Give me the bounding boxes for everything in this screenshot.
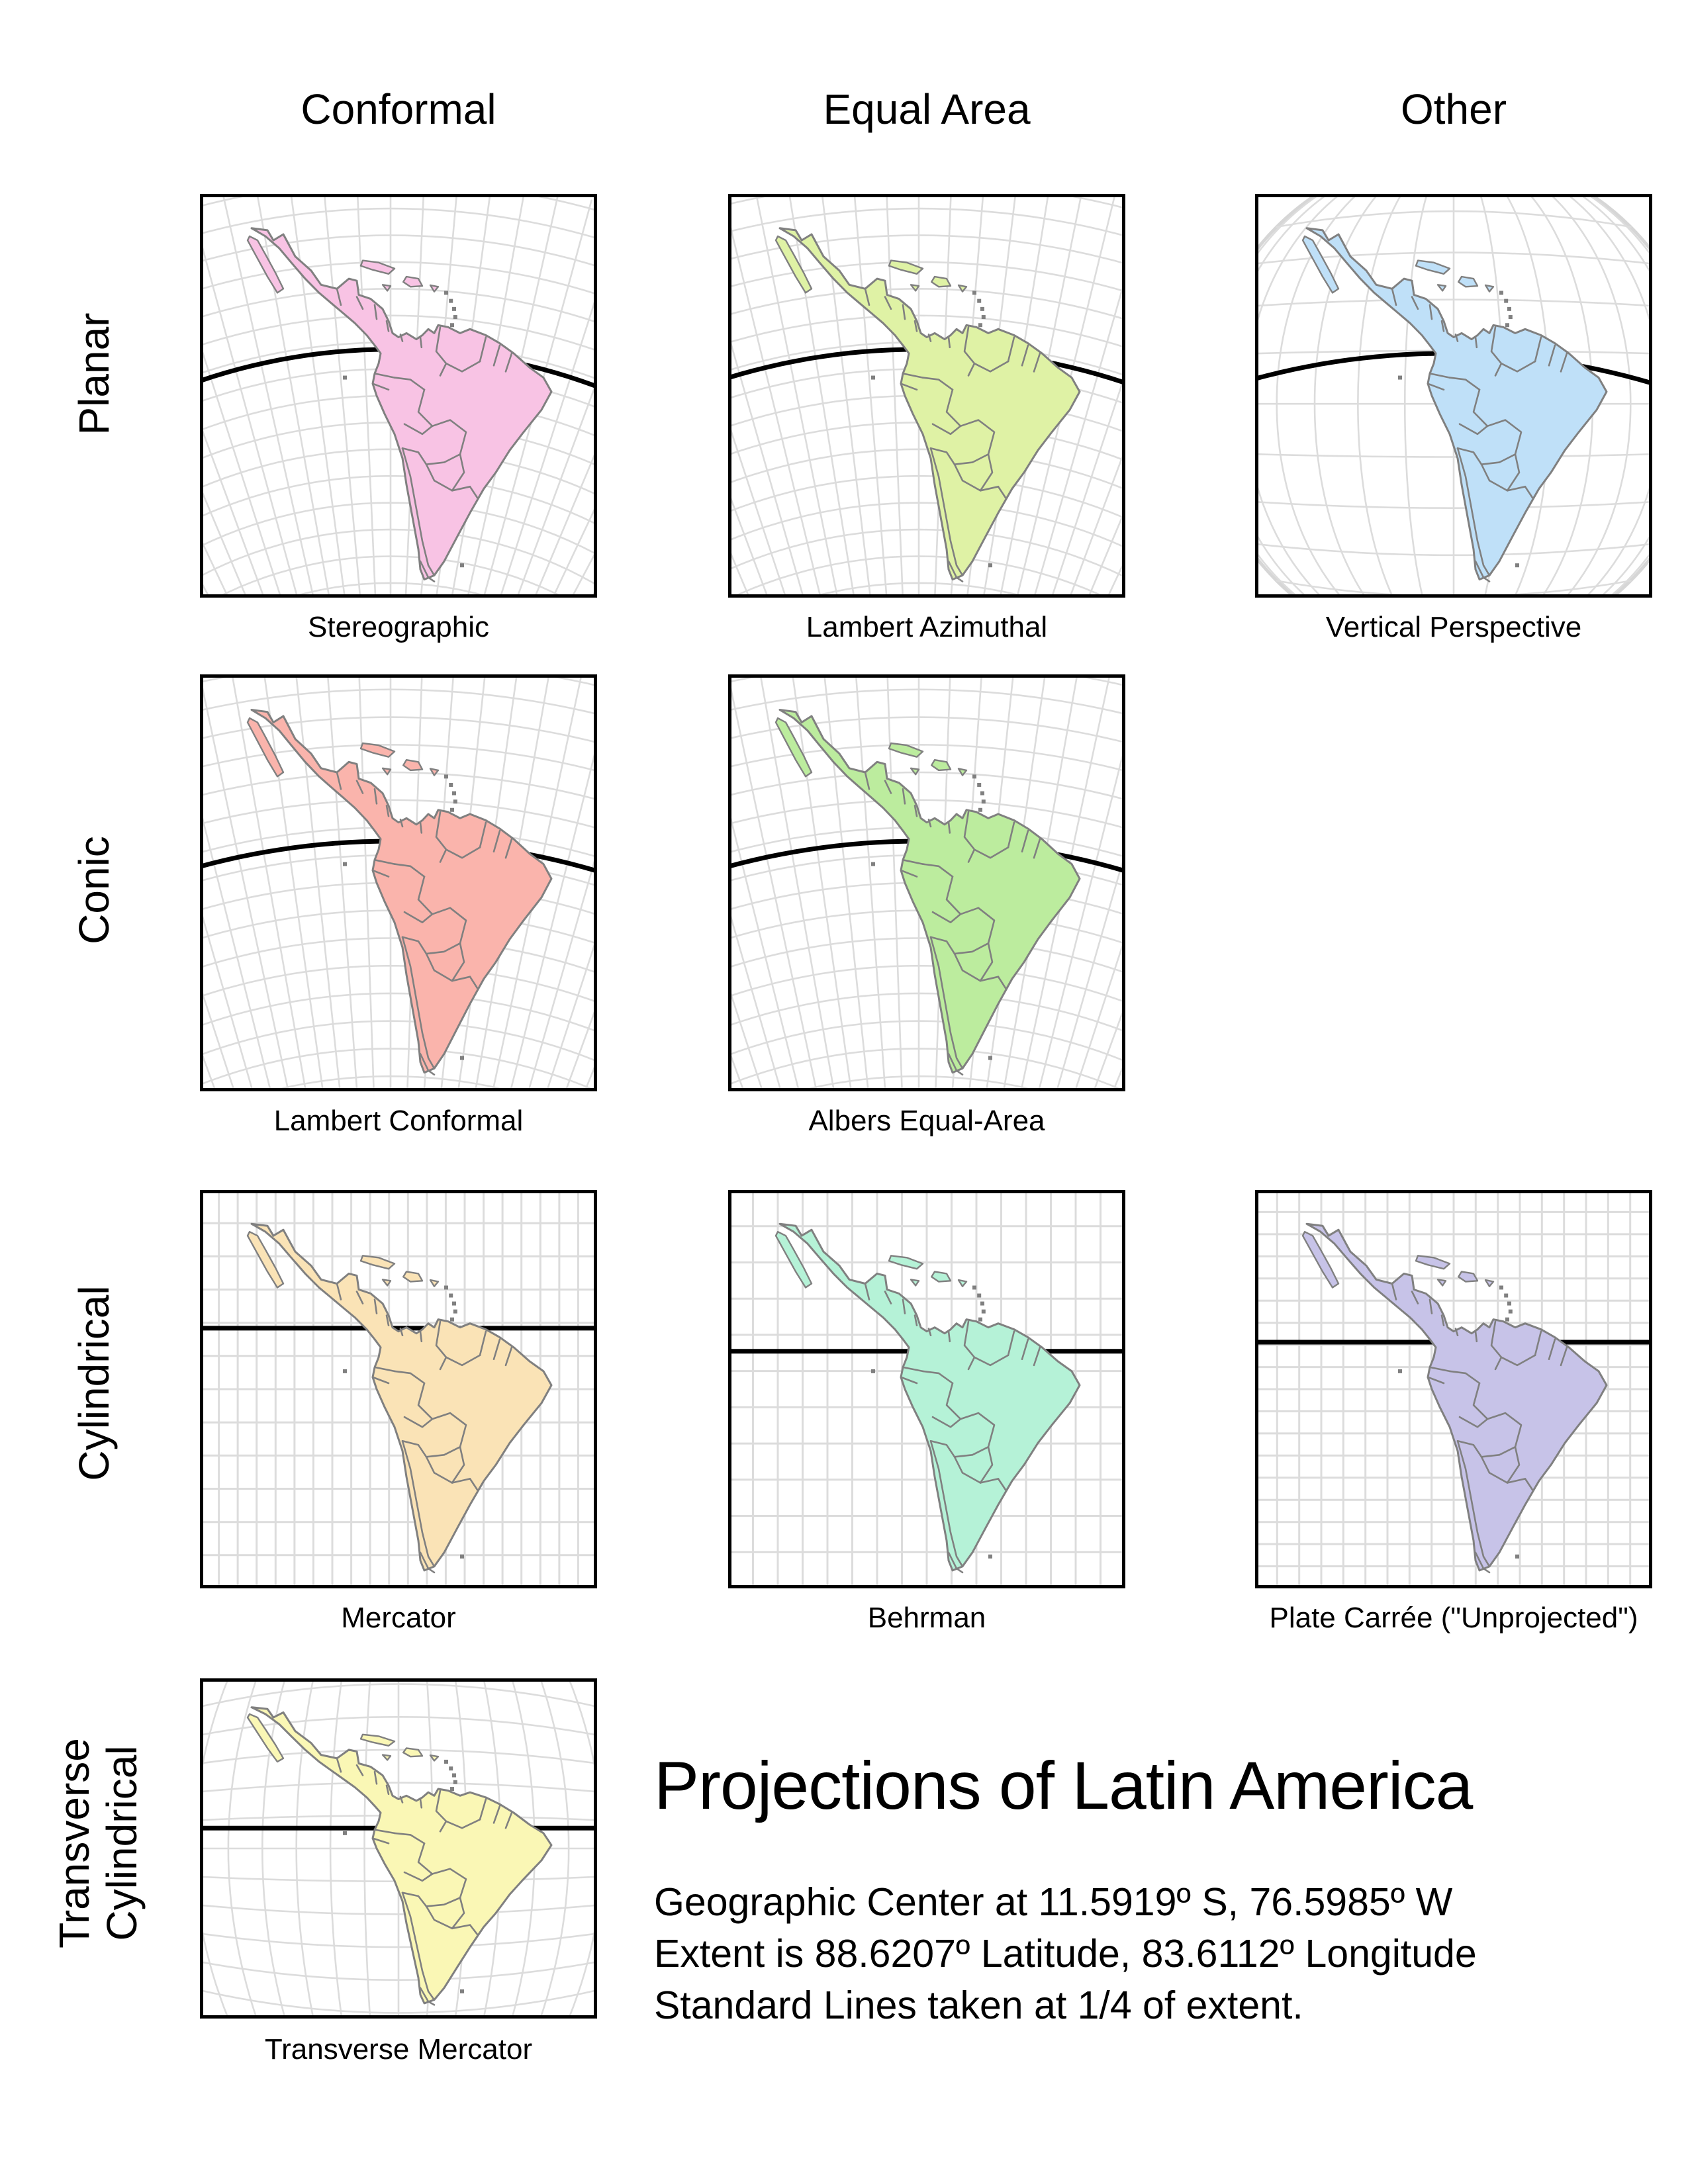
lambert-azimuthal-map-graphic — [728, 194, 1125, 598]
map-caption: Stereographic — [308, 611, 489, 643]
map-tile-albers-equal-area: Albers Equal-Area — [728, 674, 1125, 1138]
row-label-transverse-cylindrical: Transverse Cylindrical — [50, 1738, 146, 1948]
subtitle-line: Geographic Center at 11.5919º S, 76.5985… — [654, 1880, 1453, 1924]
map-tile-lambert-azimuthal: Lambert Azimuthal — [728, 194, 1125, 644]
title-block: Projections of Latin America Geographic … — [654, 1747, 1667, 2031]
column-header-conformal: Conformal — [301, 85, 496, 133]
row-label-conic: Conic — [70, 836, 118, 944]
stereographic-map-graphic — [200, 194, 597, 598]
map-caption: Lambert Azimuthal — [806, 611, 1048, 643]
map-tile-transverse-mercator: Transverse Mercator — [200, 1678, 597, 2069]
mercator-map-graphic — [200, 1190, 597, 1588]
plate-carree-map-graphic — [1255, 1190, 1652, 1588]
lambert-conformal-map-graphic — [200, 674, 597, 1091]
map-tile-mercator: Mercator — [200, 1190, 597, 1635]
subtitle-line: Extent is 88.6207º Latitude, 83.6112º Lo… — [654, 1932, 1477, 1976]
figure-subtitle: Geographic Center at 11.5919º S, 76.5985… — [654, 1876, 1667, 2031]
map-caption: Transverse Mercator — [264, 2033, 533, 2066]
column-header-equal-area: Equal Area — [823, 85, 1031, 133]
albers-equal-area-map-graphic — [728, 674, 1125, 1091]
map-caption: Behrman — [867, 1602, 986, 1634]
map-tile-plate-carree: Plate Carrée ("Unprojected") — [1255, 1190, 1652, 1635]
map-tile-lambert-conformal: Lambert Conformal — [200, 674, 597, 1138]
row-label-cylindrical: Cylindrical — [70, 1285, 118, 1481]
map-caption: Mercator — [341, 1602, 456, 1634]
map-caption: Vertical Perspective — [1325, 611, 1582, 643]
map-caption: Plate Carrée ("Unprojected") — [1269, 1602, 1638, 1634]
row-label-planar: Planar — [70, 312, 118, 435]
column-header-other: Other — [1400, 85, 1507, 133]
vertical-perspective-map-graphic — [1255, 194, 1652, 598]
map-tile-stereographic: Stereographic — [200, 194, 597, 644]
figure-title: Projections of Latin America — [654, 1748, 1473, 1823]
map-caption: Lambert Conformal — [273, 1105, 524, 1137]
subtitle-line: Standard Lines taken at 1/4 of extent. — [654, 1983, 1303, 2027]
map-tile-behrman: Behrman — [728, 1190, 1125, 1635]
transverse-mercator-map-graphic — [200, 1678, 597, 2019]
map-caption: Albers Equal-Area — [808, 1105, 1045, 1137]
map-tile-vertical-perspective: Vertical Perspective — [1255, 194, 1652, 644]
behrman-map-graphic — [728, 1190, 1125, 1588]
